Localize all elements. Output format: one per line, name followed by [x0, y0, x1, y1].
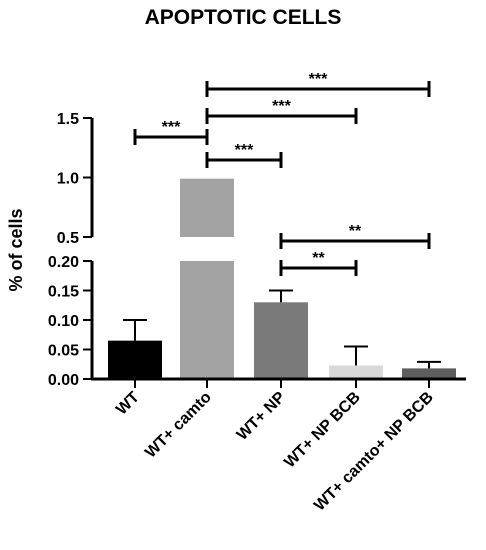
x-tick-label: WT — [113, 389, 143, 419]
y-tick-label: 1.0 — [57, 171, 79, 188]
bar-4 — [402, 368, 456, 379]
bar-1-upper — [180, 178, 234, 237]
x-tick-label: WT+ camto+ NP BCB — [311, 389, 437, 515]
significance-label: *** — [309, 71, 328, 88]
significance-label: *** — [235, 142, 254, 159]
y-tick-label: 0.00 — [48, 372, 79, 389]
significance-label: ** — [349, 223, 362, 240]
y-tick-label: 0.05 — [48, 343, 79, 360]
bar-2 — [254, 302, 308, 379]
y-tick-label: 0.10 — [48, 313, 79, 330]
y-tick-label: 0.20 — [48, 254, 79, 271]
significance-label: *** — [272, 98, 291, 115]
y-tick-label: 1.5 — [57, 111, 79, 128]
x-tick-label: WT+ NP BCB — [281, 389, 364, 472]
bar-3 — [329, 365, 383, 379]
y-tick-label: 0.5 — [57, 230, 79, 247]
y-tick-label: 0.15 — [48, 284, 79, 301]
bar-1-lower — [180, 261, 234, 379]
chart-title: APOPTOTIC CELLS — [144, 6, 342, 29]
significance-label: ** — [312, 250, 325, 267]
bar-0 — [108, 340, 162, 379]
y-axis-title: % of cells — [6, 208, 26, 291]
significance-label: *** — [162, 119, 181, 136]
x-tick-label: WT+ camto — [142, 389, 215, 462]
x-tick-label: WT+ NP — [234, 389, 289, 444]
